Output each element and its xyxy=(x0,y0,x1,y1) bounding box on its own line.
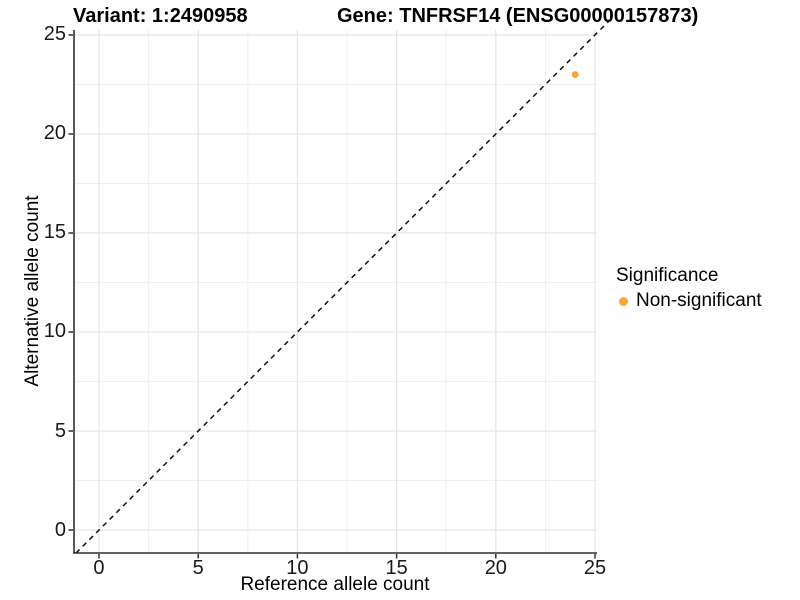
x-tick-label: 15 xyxy=(385,557,408,579)
y-tick-label: 15 xyxy=(43,221,66,244)
x-axis-title: Reference allele count xyxy=(240,574,430,595)
legend-item-non-significant: Non-significant xyxy=(616,290,762,312)
y-tick-label: 25 xyxy=(43,23,66,46)
legend-key-dot xyxy=(619,296,628,306)
x-tick-label: 20 xyxy=(484,557,507,579)
legend: Significance Non-significant xyxy=(616,265,762,312)
data-point xyxy=(571,71,579,78)
y-tick-label: 20 xyxy=(43,122,66,145)
plot-title-variant: Variant: 1:2490958 xyxy=(73,5,248,27)
x-tick-label: 10 xyxy=(286,557,309,579)
x-tick-label: 25 xyxy=(583,557,607,579)
x-tick-label: 0 xyxy=(93,557,105,579)
y-tick-label: 0 xyxy=(54,518,66,541)
y-tick-label: 10 xyxy=(43,320,66,343)
legend-title: Significance xyxy=(616,265,719,286)
identity-reference-line xyxy=(75,16,614,554)
legend-item-label: Non-significant xyxy=(636,290,762,311)
y-axis-title: Alternative allele count xyxy=(22,195,43,387)
y-tick-label: 5 xyxy=(54,419,66,442)
x-tick-label: 5 xyxy=(192,557,204,579)
